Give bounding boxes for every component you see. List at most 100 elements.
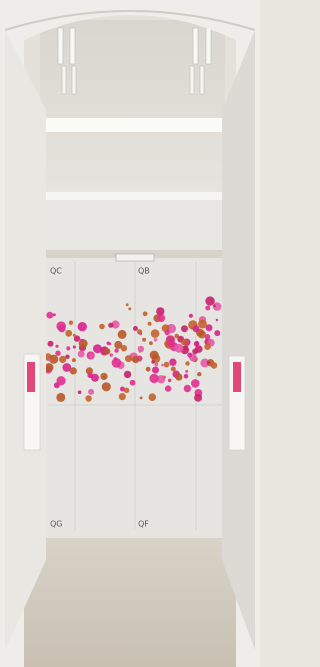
dot [112, 358, 122, 368]
dot [48, 341, 54, 347]
dot [78, 351, 85, 358]
wall-sign [116, 254, 154, 261]
quadrant-label: QC [50, 267, 62, 276]
dot [192, 349, 198, 355]
dot [66, 346, 70, 350]
dot [88, 389, 94, 395]
dot [118, 330, 127, 339]
dot [58, 325, 65, 332]
dot [193, 325, 200, 332]
dot [184, 374, 189, 379]
quadrant-label: QF [138, 520, 149, 529]
dot [48, 359, 51, 362]
dot [151, 360, 155, 364]
dot [138, 346, 144, 352]
dot [214, 330, 220, 336]
dot [57, 376, 66, 385]
quadrant-label: QB [138, 267, 150, 276]
dot [207, 361, 210, 364]
dot [205, 296, 214, 305]
dot [69, 321, 73, 325]
dot [169, 359, 176, 366]
dot [187, 353, 192, 358]
dot [72, 358, 76, 362]
page: {"labels": {"top_left": "QC", "top_right… [0, 0, 260, 667]
dot [143, 311, 148, 316]
dot [204, 343, 211, 350]
dot [184, 385, 191, 392]
dot [165, 330, 170, 335]
dot [205, 306, 210, 311]
dot [110, 354, 112, 356]
dot [59, 356, 66, 363]
dot [108, 323, 113, 328]
dot [114, 348, 118, 352]
dot [213, 305, 216, 308]
dot [126, 303, 129, 306]
dot [161, 364, 164, 367]
dot [49, 355, 58, 364]
dot [181, 339, 188, 346]
ceiling-light [46, 118, 224, 132]
dot [154, 363, 158, 367]
dot [154, 338, 157, 341]
dot [119, 393, 126, 400]
dot [185, 370, 188, 373]
dot [103, 375, 106, 378]
dot [91, 374, 99, 382]
dot [142, 338, 146, 342]
quadrant-label: QG [50, 520, 63, 529]
gallery-photo: QC QB QG QF [0, 0, 260, 667]
dot [78, 390, 82, 394]
dot [194, 341, 199, 346]
dot [175, 374, 182, 381]
dot [93, 344, 102, 353]
dot [85, 395, 91, 401]
dot [137, 329, 142, 334]
dot [211, 362, 218, 369]
dot [124, 371, 131, 378]
dot [132, 356, 139, 363]
dot [45, 363, 54, 372]
dot [194, 394, 202, 402]
dot [191, 379, 200, 388]
dot [140, 397, 143, 400]
dot [198, 320, 207, 329]
dot [102, 382, 111, 391]
dot [171, 367, 176, 372]
dot [197, 372, 201, 376]
dot [108, 342, 111, 345]
dot [148, 322, 152, 326]
dot [78, 322, 87, 331]
dot [170, 338, 173, 341]
right-wall [222, 30, 255, 650]
dot [133, 326, 138, 331]
dot [205, 334, 211, 340]
dot [146, 367, 151, 372]
dot [114, 341, 122, 349]
dot [55, 345, 58, 348]
dot [151, 329, 160, 338]
ceiling-light [46, 192, 224, 200]
dot [99, 324, 105, 330]
dot [149, 341, 153, 345]
dot [185, 361, 189, 365]
dot [53, 313, 56, 316]
dot [149, 393, 157, 401]
left-wall [5, 30, 46, 650]
dot [164, 362, 170, 368]
dot [181, 325, 188, 332]
dot [156, 307, 164, 315]
dot [55, 351, 60, 356]
dot [150, 351, 159, 360]
dot [46, 312, 53, 319]
dot [128, 307, 131, 310]
dot [70, 367, 77, 374]
dot [165, 385, 171, 391]
dot [189, 314, 193, 318]
dot [130, 380, 136, 386]
dot [73, 345, 76, 348]
dot [73, 334, 76, 337]
dot [56, 393, 65, 402]
dot [124, 388, 129, 393]
